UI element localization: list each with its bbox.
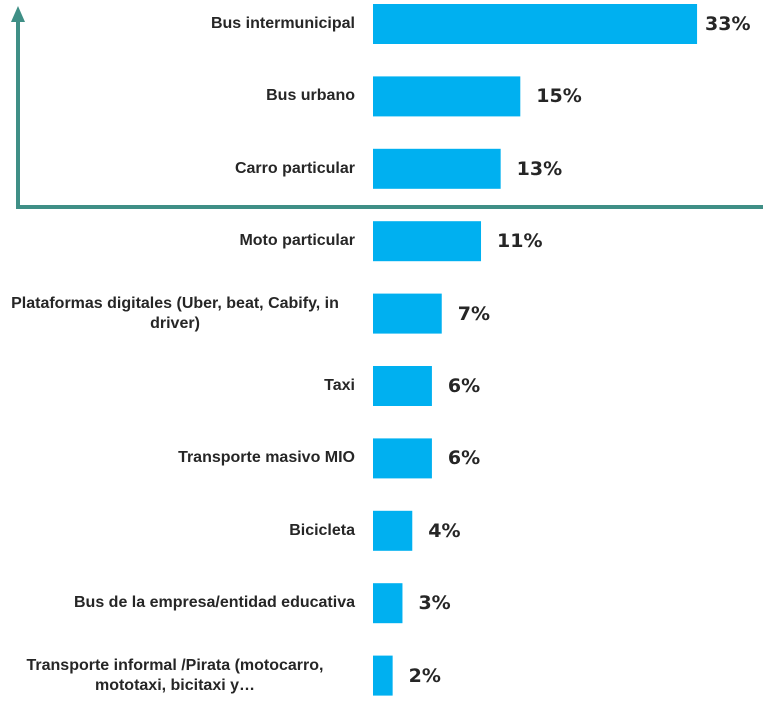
bar [373, 510, 413, 551]
value-label: 15% [536, 85, 582, 108]
category-label: Bus urbano [0, 66, 355, 126]
category-label: Carro particular [0, 139, 355, 199]
bar [373, 655, 393, 696]
category-label: Taxi [0, 356, 355, 416]
category-text: Bus intermunicipal [210, 15, 355, 32]
bar [373, 438, 432, 479]
bar [373, 583, 403, 624]
category-text: Taxi [324, 377, 355, 394]
category-text: Bus de la empresa/entidad educativa [74, 594, 355, 612]
category-label: Moto particular [0, 211, 355, 271]
bar [373, 4, 698, 44]
category-text: Bicicleta [289, 521, 355, 539]
category-label: Plataformas digitales (Uber, beat, Cabif… [0, 284, 355, 344]
category-text: Transporte informal /Pirata (motocarro, … [26, 656, 324, 694]
arrow-head [11, 6, 25, 22]
bar [373, 366, 432, 406]
category-label: Bicicleta [0, 501, 355, 561]
category-label: Transporte masivo MIO [0, 428, 355, 488]
bar [373, 221, 482, 262]
category-text: Bus urbano [266, 87, 355, 105]
value-label: 4% [428, 519, 461, 542]
value-label: 6% [447, 447, 481, 470]
category-text: Moto particular [239, 232, 355, 250]
category-text: Transporte masivo MIO [178, 449, 355, 467]
category-label: Bus de la empresa/entidad educativa [0, 573, 355, 633]
category-text: Carro particular [234, 159, 355, 177]
value-label: 3% [418, 592, 451, 615]
bar [373, 148, 501, 189]
category-label: Transporte informal /Pirata (motocarro, … [0, 646, 355, 703]
value-label: 11% [497, 230, 543, 253]
value-label: 7% [457, 302, 490, 325]
value-label: 33% [705, 13, 751, 35]
bar [373, 76, 521, 117]
value-label: 2% [408, 664, 441, 687]
category-text: Plataformas digitales (Uber, beat, Cabif… [11, 294, 339, 332]
value-label: 13% [516, 157, 563, 180]
bar [373, 293, 442, 334]
category-label: Bus intermunicipal [0, 0, 355, 54]
value-label: 6% [447, 375, 481, 397]
